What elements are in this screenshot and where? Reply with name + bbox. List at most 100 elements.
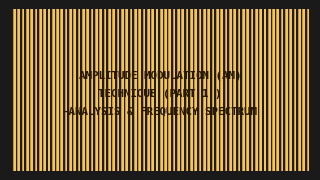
Bar xyxy=(35,0,36,180)
Bar xyxy=(186,0,187,180)
Bar xyxy=(277,0,279,180)
Bar xyxy=(220,0,221,180)
Bar xyxy=(226,0,227,180)
Bar xyxy=(315,0,316,180)
Bar xyxy=(135,0,137,180)
Bar xyxy=(191,0,193,180)
Bar xyxy=(307,0,308,180)
Bar xyxy=(242,0,243,180)
Bar xyxy=(311,0,312,180)
Bar xyxy=(60,0,61,180)
Bar xyxy=(290,0,292,180)
Text: TECHNIQUE (PART 1 ): TECHNIQUE (PART 1 ) xyxy=(98,89,222,99)
Bar xyxy=(225,0,226,180)
Bar xyxy=(82,0,83,180)
Bar xyxy=(152,0,154,180)
Bar xyxy=(18,0,20,180)
Bar xyxy=(95,0,96,180)
Bar xyxy=(9,0,10,180)
Bar xyxy=(259,0,260,180)
Bar xyxy=(78,0,79,180)
Bar xyxy=(117,0,118,180)
Bar xyxy=(286,0,288,180)
Bar xyxy=(263,0,264,180)
Bar xyxy=(43,0,44,180)
Bar xyxy=(130,0,131,180)
Bar xyxy=(234,0,236,180)
Bar xyxy=(52,0,53,180)
Bar xyxy=(298,0,299,180)
Bar xyxy=(147,0,148,180)
Bar xyxy=(91,0,92,180)
Bar xyxy=(108,0,109,180)
Bar xyxy=(165,0,167,180)
Bar xyxy=(216,0,217,180)
Bar xyxy=(105,0,106,180)
Bar xyxy=(56,0,57,180)
Bar xyxy=(160,0,161,180)
Bar xyxy=(96,0,98,180)
Bar xyxy=(199,0,200,180)
Bar xyxy=(30,0,31,180)
Bar xyxy=(61,0,63,180)
Bar xyxy=(26,0,27,180)
Bar xyxy=(316,0,318,180)
Bar xyxy=(161,0,163,180)
Bar xyxy=(104,0,105,180)
Bar xyxy=(181,0,182,180)
Bar xyxy=(238,0,240,180)
Bar xyxy=(66,0,68,180)
Bar xyxy=(174,0,175,180)
Bar xyxy=(5,0,7,180)
Bar xyxy=(79,0,80,180)
Bar xyxy=(14,0,16,180)
Bar xyxy=(289,0,290,180)
Bar xyxy=(113,0,115,180)
Bar xyxy=(57,0,59,180)
Bar xyxy=(126,0,128,180)
Bar xyxy=(182,0,184,180)
Bar xyxy=(143,0,144,180)
Bar xyxy=(0,0,11,180)
Bar xyxy=(312,0,314,180)
Bar xyxy=(74,0,75,180)
Bar xyxy=(0,0,320,9)
Bar xyxy=(109,0,111,180)
Bar xyxy=(13,0,14,180)
Bar xyxy=(229,0,230,180)
Bar xyxy=(39,0,40,180)
Bar xyxy=(251,0,252,180)
Bar xyxy=(4,0,5,180)
Bar xyxy=(260,0,262,180)
Bar xyxy=(31,0,33,180)
Bar xyxy=(138,0,139,180)
Bar xyxy=(118,0,119,180)
Bar xyxy=(44,0,46,180)
Bar xyxy=(87,0,89,180)
Bar xyxy=(303,0,305,180)
Bar xyxy=(10,0,11,180)
Bar xyxy=(207,0,208,180)
Bar xyxy=(243,0,244,180)
Bar xyxy=(0,171,320,180)
Bar xyxy=(252,0,253,180)
Bar xyxy=(156,0,158,180)
Bar xyxy=(148,0,149,180)
Bar xyxy=(134,0,135,180)
Text: -ANALYSIS & FREQUENCY SPECTRUM: -ANALYSIS & FREQUENCY SPECTRUM xyxy=(62,107,258,117)
Bar xyxy=(173,0,174,180)
Bar xyxy=(190,0,191,180)
Bar xyxy=(217,0,219,180)
Bar xyxy=(169,0,170,180)
Bar xyxy=(268,0,269,180)
Bar xyxy=(53,0,54,180)
Bar xyxy=(48,0,49,180)
Bar xyxy=(208,0,210,180)
Bar xyxy=(69,0,70,180)
Bar xyxy=(295,0,296,180)
Bar xyxy=(86,0,87,180)
Bar xyxy=(281,0,282,180)
Bar xyxy=(75,0,76,180)
Bar xyxy=(264,0,266,180)
Bar xyxy=(164,0,165,180)
